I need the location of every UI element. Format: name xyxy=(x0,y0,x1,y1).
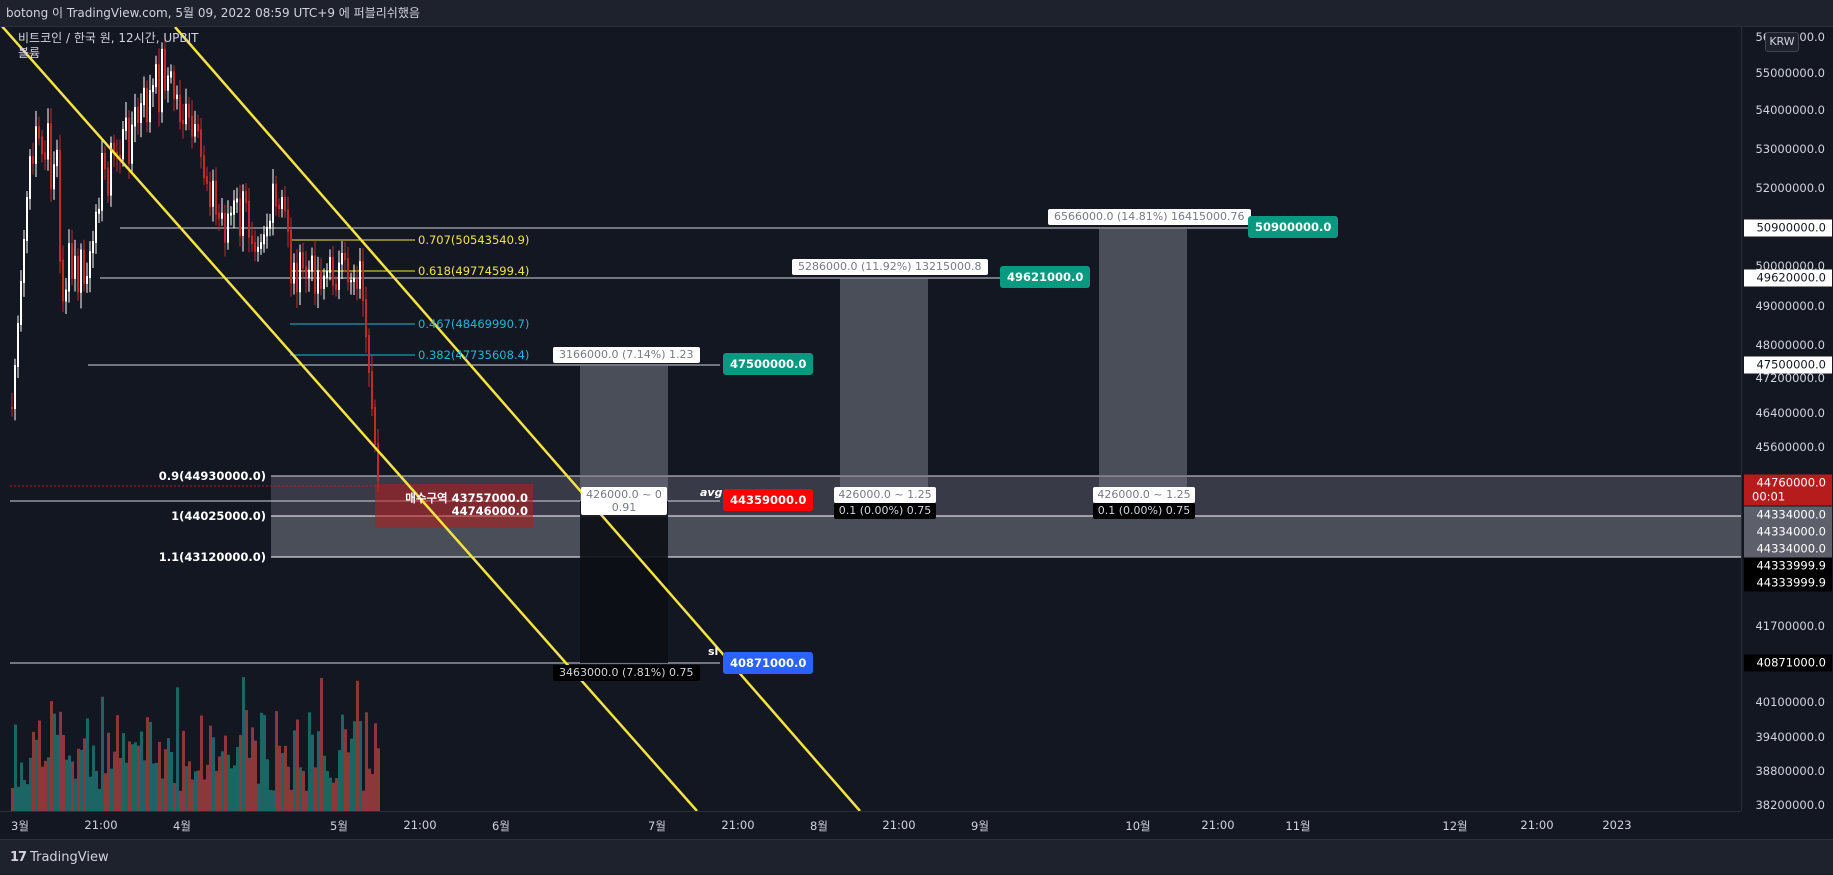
price-tick: 55000000.0 xyxy=(1755,66,1825,80)
price-tick: 54000000.0 xyxy=(1755,103,1825,117)
price-tick: 53000000.0 xyxy=(1755,142,1825,156)
price-axis-tag: 49620000.0 xyxy=(1744,269,1832,287)
price-axis-tag: 00:01 xyxy=(1744,488,1832,506)
time-tick: 11월 xyxy=(1285,819,1311,833)
sl-box xyxy=(580,501,668,663)
zone-label-09: 0.9(44930000.0) xyxy=(158,469,266,483)
footer: 17 TradingView xyxy=(0,839,1833,874)
price-axis-tag: 44334000.0 xyxy=(1744,523,1832,541)
price-axis-tag: 40871000.0 xyxy=(1744,654,1832,672)
fib-label-0382: 0.382(47735608.4) xyxy=(418,348,530,362)
time-axis[interactable]: 3월 21:00 4월 5월 21:00 6월 7월 21:00 8월 21:00 9월 10월 21:… xyxy=(0,811,1741,839)
time-tick: 21:00 xyxy=(721,818,755,832)
buy-zone-text: 매수구역 43757000.0 44746000.0 xyxy=(380,492,528,518)
footer-brand: TradingView xyxy=(30,850,109,865)
currency-button[interactable]: KRW xyxy=(1765,32,1799,52)
price-tick: 40100000.0 xyxy=(1755,695,1825,709)
time-tick: 6월 xyxy=(492,819,510,833)
target2-box-label: 5286000.0 (11.92%) 13215000.8 xyxy=(792,259,988,275)
chart-plot-area[interactable]: 비트코인 / 한국 원, 12시간, UPBIT 볼륨 0.707(505435… xyxy=(0,27,1741,811)
time-tick: 21:00 xyxy=(1520,818,1554,832)
zone-label-1: 1(44025000.0) xyxy=(171,509,266,523)
entry-box-3-line1: 426000.0 ~ 1.25 xyxy=(1093,487,1195,503)
entry-box-1: 426000.0 ~ 0 0.91 xyxy=(581,487,667,515)
price-axis-tag: 44333999.9 xyxy=(1744,574,1832,592)
avg-label: avg xyxy=(700,486,723,499)
price-axis-tag: 50900000.0 xyxy=(1744,219,1832,237)
time-tick: 12월 xyxy=(1442,819,1468,833)
time-tick: 4월 xyxy=(173,819,191,833)
volume-legend[interactable]: 볼륨 xyxy=(18,46,41,60)
publish-info: botong 이 TradingView.com, 5월 09, 2022 08… xyxy=(6,6,420,20)
target3-tag[interactable]: 50900000.0 xyxy=(1248,216,1339,238)
sl-box-label: 3463000.0 (7.81%) 0.75 xyxy=(553,665,700,681)
entry-box-1-line2: 0.91 xyxy=(611,501,637,514)
buy-zone-rect xyxy=(375,484,533,528)
target1-box-label: 3166000.0 (7.14%) 1.23 xyxy=(553,347,700,363)
entry-box-3-line2: 0.1 (0.00%) 0.75 xyxy=(1093,503,1195,519)
time-tick: 21:00 xyxy=(84,818,118,832)
time-tick: 10월 xyxy=(1125,819,1151,833)
price-axis-tag: 44760000.0 xyxy=(1744,474,1832,492)
time-tick: 9월 xyxy=(971,819,989,833)
sl-label: sl xyxy=(708,645,719,658)
symbol-legend[interactable]: 비트코인 / 한국 원, 12시간, UPBIT xyxy=(18,31,199,45)
entry-box-2: 426000.0 ~ 1.25 0.1 (0.00%) 0.75 xyxy=(834,487,936,519)
price-axis-tag: 44333999.9 xyxy=(1744,557,1832,575)
time-tick: 5월 xyxy=(330,819,348,833)
time-tick: 7월 xyxy=(648,819,666,833)
tradingview-logo[interactable]: 17 TradingView xyxy=(10,840,109,875)
channel-upper-line xyxy=(174,27,861,811)
time-tick: 21:00 xyxy=(403,818,437,832)
price-axis-tag: 44334000.0 xyxy=(1744,506,1832,524)
publish-header: botong 이 TradingView.com, 5월 09, 2022 08… xyxy=(0,0,1833,27)
price-tick: 39400000.0 xyxy=(1755,730,1825,744)
price-tick: 47200000.0 xyxy=(1755,371,1825,385)
time-tick: 8월 xyxy=(810,819,828,833)
entry-box-1-line1: 426000.0 ~ 0 xyxy=(586,488,662,501)
price-tick: 38200000.0 xyxy=(1755,798,1825,811)
price-tick: 49000000.0 xyxy=(1755,299,1825,313)
price-tick: 45600000.0 xyxy=(1755,440,1825,454)
target1-tag[interactable]: 47500000.0 xyxy=(723,353,814,375)
fib-label-0707: 0.707(50543540.9) xyxy=(418,233,530,247)
time-tick: 21:00 xyxy=(882,818,916,832)
target3-box xyxy=(1099,228,1187,501)
avg-tag[interactable]: 44359000.0 xyxy=(723,489,814,511)
price-tick: 41700000.0 xyxy=(1755,619,1825,633)
price-axis-tag: 47500000.0 xyxy=(1744,356,1832,374)
tradingview-icon: 17 xyxy=(10,850,27,865)
price-tick: 38800000.0 xyxy=(1755,764,1825,778)
target2-box xyxy=(840,278,928,501)
time-tick: 21:00 xyxy=(1201,818,1235,832)
price-tick: 52000000.0 xyxy=(1755,181,1825,195)
buy-zone-line1: 매수구역 43757000.0 xyxy=(405,491,528,505)
price-tick: 46400000.0 xyxy=(1755,406,1825,420)
price-tick: 48000000.0 xyxy=(1755,338,1825,352)
price-axis-tag: 44334000.0 xyxy=(1744,540,1832,558)
entry-box-3: 426000.0 ~ 1.25 0.1 (0.00%) 0.75 xyxy=(1093,487,1195,519)
time-tick: 2023 xyxy=(1602,818,1632,832)
target2-tag[interactable]: 49621000.0 xyxy=(1000,266,1091,288)
fib-label-0618: 0.618(49774599.4) xyxy=(418,264,530,278)
buy-zone-line2: 44746000.0 xyxy=(451,504,528,518)
fib-label-0467: 0.467(48469990.7) xyxy=(418,317,530,331)
target3-box-label: 6566000.0 (14.81%) 16415000.76 xyxy=(1048,209,1251,225)
time-tick: 3월 xyxy=(11,819,29,833)
sl-tag[interactable]: 40871000.0 xyxy=(723,652,814,674)
zone-label-11: 1.1(43120000.0) xyxy=(158,550,266,564)
entry-box-2-line2: 0.1 (0.00%) 0.75 xyxy=(834,503,936,519)
target1-box xyxy=(580,365,668,501)
chart-canvas[interactable] xyxy=(0,27,1741,811)
entry-box-2-line1: 426000.0 ~ 1.25 xyxy=(834,487,936,503)
price-axis[interactable]: 56000000.055000000.054000000.053000000.0… xyxy=(1741,27,1833,811)
